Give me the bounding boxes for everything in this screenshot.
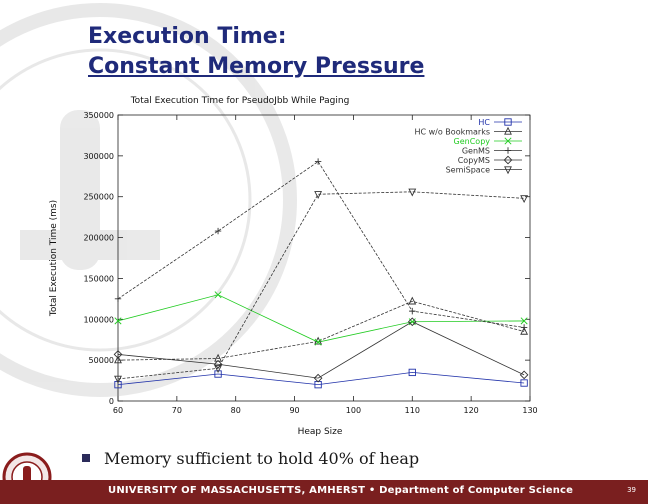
bullet-point: Memory sufficient to hold 40% of heap [82,449,419,468]
footer-bar: UNIVERSITY OF MASSACHUSETTS, AMHERST • D… [0,480,648,504]
data-point-marker [214,227,222,235]
series-markers [113,158,529,389]
x-axis-ticks: 60 70 80 90 100 110 120 130 [113,115,538,415]
data-point-marker [408,368,416,377]
legend-label: GenMS [462,147,490,156]
data-point-marker [113,350,123,359]
plot-frame [117,114,531,402]
x-tick-label: 70 [172,406,182,415]
data-point-marker [314,338,322,346]
y-axis-ticks: 0 50000 100000 150000 200000 250000 300000 3500… [83,111,530,406]
data-point-marker [214,370,222,378]
legend-marker [504,118,512,126]
data-point-marker [408,296,417,305]
legend-marker [504,126,512,135]
data-point-marker [314,191,323,199]
series-line [117,191,525,380]
x-tick-label: 60 [113,406,123,415]
data-point-marker [520,379,528,387]
footer-text: UNIVERSITY OF MASSACHUSETTS, AMHERST • D… [108,485,574,496]
data-point-marker [407,317,417,327]
legend-marker [503,155,513,165]
legend-marker [504,137,512,145]
x-tick-label: 120 [464,406,479,415]
title-line-1: Execution Time: [88,24,287,49]
series-line [117,161,525,328]
y-tick-label: 100000 [83,315,114,324]
legend-marker [504,147,512,154]
y-axis-label: Total Execution Time (ms) [49,200,59,317]
data-point-marker [214,291,222,299]
data-point-marker [114,317,122,325]
page-number: 39 [627,486,636,494]
data-point-marker [313,373,323,383]
legend-label: CopyMS [458,156,490,165]
data-point-marker [114,375,122,384]
data-point-marker [520,324,528,331]
data-point-marker [314,158,322,165]
x-tick-label: 80 [231,406,241,415]
execution-time-chart: Total Execution Time for PseudoJbb While… [49,96,538,437]
data-point-marker [114,381,122,389]
data-point-marker [114,295,122,303]
x-axis-label: Heap Size [298,427,343,437]
data-point-marker [520,317,528,325]
data-point-marker [114,355,122,364]
bullet-marker [82,454,90,462]
data-point-marker [214,365,222,374]
y-tick-label: 350000 [83,111,114,120]
bullet-text: Memory sufficient to hold 40% of heap [104,449,420,468]
x-tick-label: 90 [289,406,299,415]
legend-label: SemiSpace [446,166,490,175]
data-point-marker [519,370,529,380]
data-point-marker [214,353,222,362]
chart-title: Total Execution Time for PseudoJbb While… [130,96,350,106]
series-line [117,300,525,361]
y-tick-label: 50000 [89,356,114,365]
x-tick-label: 110 [405,406,420,415]
legend-label: HC [478,118,490,127]
title-line-2: Constant Memory Pressure [88,54,425,79]
y-tick-label: 0 [109,397,114,406]
slide-title: Execution Time: Constant Memory Pressure [88,22,424,82]
data-point-marker [409,307,416,315]
data-point-marker [520,326,529,335]
data-point-marker [520,195,529,204]
data-point-marker [408,188,417,197]
y-tick-label: 200000 [83,234,114,243]
y-tick-label: 250000 [83,193,114,202]
y-tick-label: 300000 [83,152,114,161]
legend-label: HC w/o Bookmarks [414,128,490,137]
series-lines [117,161,525,386]
series-line [117,371,525,386]
x-tick-label: 130 [522,406,537,415]
legend-marker [504,166,512,175]
data-point-marker [213,359,223,369]
x-tick-label: 100 [346,406,361,415]
legend-label: GenCopy [454,137,491,146]
series-line [117,321,525,379]
y-tick-label: 150000 [83,274,114,283]
